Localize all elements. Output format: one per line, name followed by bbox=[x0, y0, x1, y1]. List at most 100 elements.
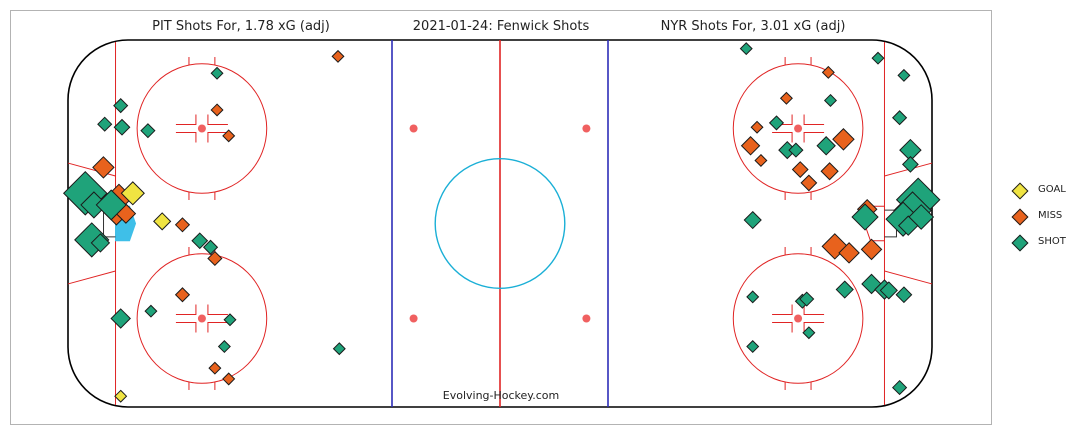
trapezoid-line-left bbox=[67, 270, 116, 285]
shot-marker-nyr bbox=[746, 290, 760, 304]
shot-marker-pit bbox=[217, 340, 231, 354]
neutral-zone-dot bbox=[582, 314, 591, 323]
faceoff-circle bbox=[136, 63, 268, 194]
shot-marker-nyr bbox=[768, 115, 785, 131]
neutral-zone-dot bbox=[409, 314, 418, 323]
legend-label-miss: MISS bbox=[1038, 210, 1063, 221]
faceoff-circle bbox=[136, 253, 268, 384]
shot-marker-pit bbox=[110, 308, 131, 329]
shot-marker-nyr bbox=[739, 42, 753, 56]
miss-marker-pit bbox=[222, 372, 236, 386]
shot-marker-pit bbox=[223, 313, 237, 327]
faceoff-circle bbox=[732, 253, 864, 384]
faceoff-hash-mark bbox=[803, 114, 825, 126]
miss-marker-pit bbox=[210, 103, 224, 117]
shot-marker-nyr bbox=[871, 51, 885, 65]
faceoff-hash-mark bbox=[207, 132, 228, 143]
miss-marker-nyr bbox=[838, 242, 860, 264]
goal-marker-pit bbox=[153, 212, 172, 231]
shot-marker-pit bbox=[97, 116, 113, 132]
watermark: Evolving-Hockey.com bbox=[442, 389, 560, 402]
faceoff-dot bbox=[794, 124, 803, 133]
legend-label-shot: SHOT bbox=[1038, 236, 1066, 247]
shot-marker-nyr bbox=[332, 342, 346, 356]
trapezoid-line-right bbox=[884, 270, 933, 285]
shot-marker-nyr bbox=[788, 142, 804, 158]
shot-marker-nyr bbox=[802, 326, 816, 340]
faceoff-hash-mark bbox=[207, 304, 228, 315]
shot-marker-nyr bbox=[851, 203, 879, 231]
faceoff-dot bbox=[794, 314, 803, 323]
miss-marker-pit bbox=[207, 250, 223, 267]
goal-marker-pit bbox=[120, 181, 145, 206]
miss-diamond-icon bbox=[1011, 208, 1029, 226]
shot-marker-nyr bbox=[835, 280, 854, 299]
shot-marker-pit bbox=[140, 123, 156, 139]
shot-marker-nyr bbox=[892, 110, 908, 126]
miss-marker-nyr bbox=[754, 153, 768, 167]
faceoff-hash-mark bbox=[175, 304, 197, 315]
miss-marker-pit bbox=[174, 287, 191, 303]
legend-item-goal: GOAL bbox=[1010, 182, 1087, 202]
chart-frame bbox=[10, 10, 992, 425]
faceoff-dot bbox=[197, 314, 206, 323]
miss-marker-nyr bbox=[860, 238, 883, 261]
shot-marker-nyr bbox=[892, 379, 908, 396]
faceoff-hash-mark bbox=[772, 132, 793, 143]
shot-markers bbox=[62, 42, 941, 403]
miss-marker-nyr bbox=[800, 174, 818, 192]
miss-marker-nyr bbox=[791, 161, 809, 178]
faceoff-hash-mark bbox=[772, 304, 793, 315]
miss-marker-pit bbox=[92, 156, 115, 179]
shot-marker-pit bbox=[90, 233, 111, 253]
shot-marker-pit bbox=[95, 189, 127, 221]
goal-diamond-icon bbox=[1011, 182, 1029, 200]
shot-marker-nyr bbox=[746, 340, 760, 354]
shot-marker-pit bbox=[202, 239, 219, 255]
center-circle bbox=[434, 157, 566, 290]
faceoff-dot bbox=[197, 124, 206, 133]
faceoff-hash-mark bbox=[207, 114, 228, 126]
left-team-title: PIT Shots For, 1.78 xG (adj) bbox=[152, 19, 330, 34]
miss-marker-nyr bbox=[821, 233, 849, 260]
shot-marker-nyr bbox=[823, 93, 837, 107]
shot-marker-nyr bbox=[897, 68, 911, 82]
miss-marker-nyr bbox=[820, 162, 839, 181]
shot-marker-nyr bbox=[897, 215, 919, 236]
shot-marker-nyr bbox=[816, 136, 836, 156]
legend-label-goal: GOAL bbox=[1038, 184, 1066, 195]
faceoff-hash-mark bbox=[175, 114, 197, 126]
miss-marker-nyr bbox=[779, 91, 793, 105]
miss-marker-nyr bbox=[750, 120, 764, 134]
shot-marker-nyr bbox=[901, 155, 919, 173]
miss-marker-pit bbox=[222, 129, 236, 143]
shot-diamond-icon bbox=[1011, 234, 1029, 252]
faceoff-circle bbox=[732, 63, 864, 194]
faceoff-hash-mark bbox=[207, 321, 228, 333]
shot-marker-nyr bbox=[879, 281, 898, 300]
faceoff-hash-mark bbox=[772, 321, 793, 333]
shot-marker-nyr bbox=[895, 286, 913, 304]
goal-marker-pit bbox=[114, 389, 128, 403]
shot-marker-pit bbox=[74, 222, 110, 258]
miss-marker-nyr bbox=[832, 128, 855, 151]
shot-marker-pit bbox=[113, 98, 129, 114]
faceoff-hash-mark bbox=[803, 321, 825, 333]
shot-marker-pit bbox=[191, 232, 209, 250]
faceoff-hash-mark bbox=[175, 321, 197, 333]
shot-marker-pit bbox=[144, 304, 158, 318]
miss-marker-nyr bbox=[821, 65, 835, 79]
shot-marker-pit bbox=[210, 66, 224, 80]
miss-marker-nyr bbox=[331, 49, 345, 63]
chart-title: 2021-01-24: Fenwick Shots bbox=[412, 19, 590, 34]
faceoff-hash-mark bbox=[803, 132, 825, 143]
right-team-title: NYR Shots For, 3.01 xG (adj) bbox=[660, 19, 846, 34]
faceoff-hash-mark bbox=[175, 132, 197, 143]
neutral-zone-dot bbox=[582, 124, 591, 133]
legend-item-miss: MISS bbox=[1010, 208, 1087, 228]
shot-marker-nyr bbox=[799, 291, 815, 307]
miss-marker-pit bbox=[208, 361, 222, 375]
miss-marker-nyr bbox=[740, 136, 761, 156]
rink-markings bbox=[67, 39, 933, 408]
